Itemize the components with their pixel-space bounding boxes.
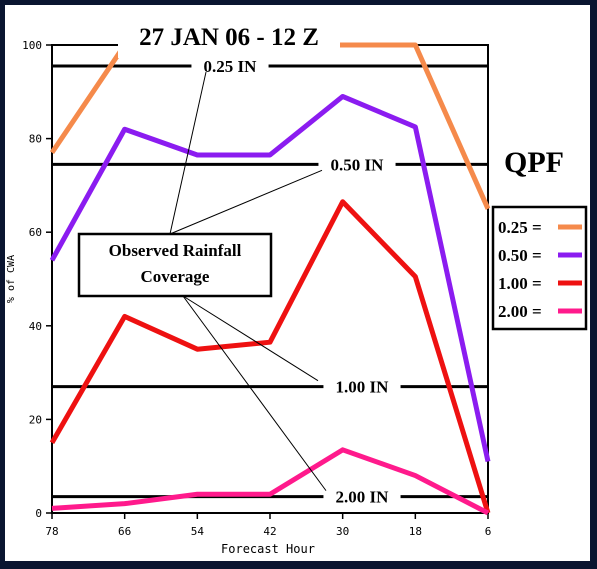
series-line <box>51 447 490 516</box>
axes-group: 0 20 40 60 80 100 78 66 54 42 30 18 6 <box>22 39 491 538</box>
annotation-box <box>77 232 273 298</box>
x-axis-label: Forecast Hour <box>221 542 315 556</box>
x-tick-label: 42 <box>263 525 276 538</box>
legend-entries: 0.25 = 0.50 = 1.00 = 2.00 = <box>498 218 582 321</box>
annotation-pointer <box>182 295 319 382</box>
series-line <box>49 199 491 514</box>
x-tick-label: 78 <box>45 525 58 538</box>
observed-line-label: 0.25 IN <box>204 57 258 76</box>
annotation-pointer <box>169 71 207 235</box>
legend-label: 1.00 = <box>498 274 542 293</box>
y-tick-label: 20 <box>29 413 42 426</box>
legend-label: 2.00 = <box>498 302 542 321</box>
legend-label: 0.25 = <box>498 218 542 237</box>
y-tick-label: 80 <box>29 133 42 146</box>
observed-line-label: 0.50 IN <box>331 155 385 174</box>
x-tick-label: 54 <box>191 525 205 538</box>
annotation-pointer <box>169 169 323 235</box>
x-tick-label: 6 <box>485 525 492 538</box>
annotation-pointers <box>169 71 327 491</box>
y-axis-label: % of CWA <box>6 255 17 303</box>
observed-line-label: 1.00 IN <box>336 378 390 397</box>
annotation-line2: Coverage <box>141 267 210 286</box>
y-tick-label: 60 <box>29 226 42 239</box>
x-tick-label: 18 <box>409 525 422 538</box>
observed-line-label: 2.00 IN <box>336 488 390 507</box>
x-tick-label: 66 <box>118 525 131 538</box>
annotation-pointer <box>182 295 327 491</box>
annotation-line1: Observed Rainfall <box>109 241 242 260</box>
title-backing <box>118 30 340 58</box>
y-tick-label: 0 <box>35 507 42 520</box>
legend-label: 0.50 = <box>498 246 542 265</box>
y-tick-label: 40 <box>29 320 42 333</box>
legend-title: QPF <box>504 146 564 179</box>
x-tick-label: 30 <box>336 525 349 538</box>
y-tick-label: 100 <box>22 39 42 52</box>
chart-title: 27 JAN 06 - 12 Z <box>139 24 319 51</box>
series-line <box>49 93 491 463</box>
